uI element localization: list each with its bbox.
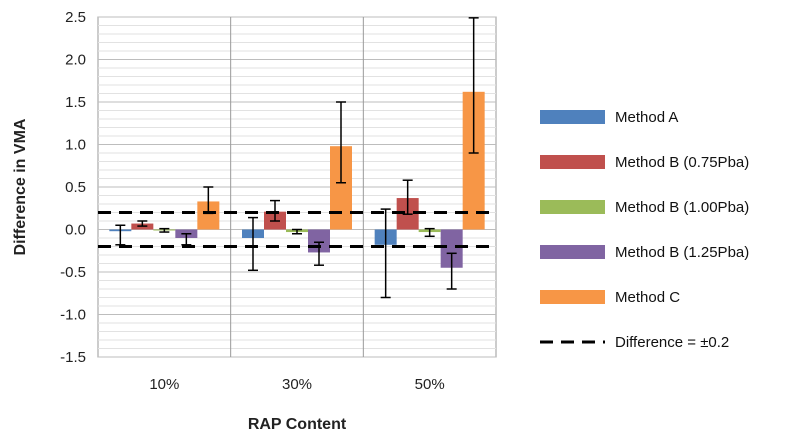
legend-swatch	[540, 200, 605, 214]
y-axis-title: Difference in VMA	[12, 118, 29, 255]
y-tick-label: -1.5	[60, 349, 86, 366]
legend-label: Difference = ±0.2	[615, 334, 729, 351]
y-tick-label: 1.0	[65, 137, 86, 154]
legend-label: Method B (0.75Pba)	[615, 154, 749, 171]
legend-label: Method B (1.25Pba)	[615, 244, 749, 261]
y-tick-label: -1.0	[60, 307, 86, 324]
bars	[109, 17, 485, 299]
y-tick-label: 0.0	[65, 222, 86, 239]
bar	[330, 146, 352, 230]
y-tick-label: 0.5	[65, 179, 86, 196]
legend-label: Method B (1.00Pba)	[615, 199, 749, 216]
y-axis-ticks: -1.5 -1.0 -0.5 0.0 0.5 1.0 1.5 2.0 2.5	[60, 9, 86, 366]
grid	[98, 16, 496, 358]
bar	[462, 91, 485, 230]
legend-swatch	[540, 110, 605, 124]
x-tick-label: 50%	[415, 376, 445, 393]
y-tick-label: 2.0	[65, 52, 86, 69]
legend-swatch	[540, 155, 605, 169]
bar	[197, 201, 220, 230]
x-axis-ticks: 10% 30% 50%	[149, 376, 444, 393]
bar	[440, 229, 463, 268]
x-tick-label: 30%	[282, 376, 312, 393]
y-tick-label: -0.5	[60, 264, 86, 281]
legend-label: Method C	[615, 289, 680, 306]
legend-swatch	[540, 245, 605, 259]
reference-lines	[98, 211, 496, 248]
legend: Method A Method B (0.75Pba) Method B (1.00…	[540, 109, 749, 351]
y-tick-label: 1.5	[65, 94, 86, 111]
y-tick-label: 2.5	[65, 9, 86, 26]
x-tick-label: 10%	[149, 376, 179, 393]
legend-label: Method A	[615, 109, 678, 126]
legend-swatch	[540, 290, 605, 304]
x-axis-title: RAP Content	[248, 416, 347, 433]
